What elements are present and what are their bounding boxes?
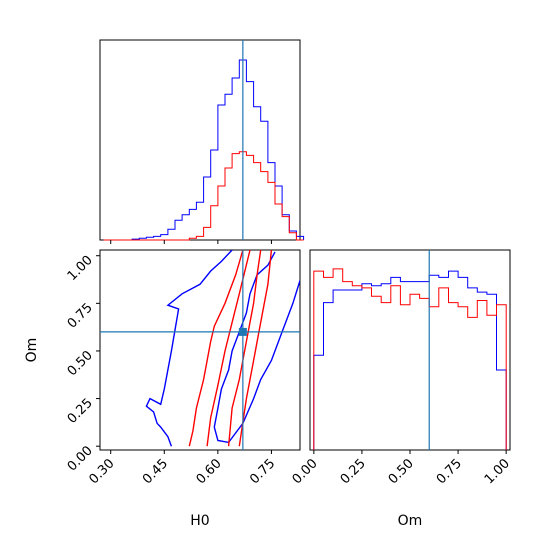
contour-line-1 — [213, 251, 300, 444]
contour-frame — [99, 249, 301, 451]
h0-histogram-panel — [99, 39, 305, 241]
h0-hist-series-0 — [103, 59, 305, 241]
truth-point-marker — [238, 327, 247, 336]
om-hist-series-1 — [313, 268, 507, 450]
h0-axis-title: H0 — [190, 513, 209, 529]
contour-line-0 — [145, 250, 233, 447]
contour-line-4 — [206, 250, 251, 447]
h0-histogram-frame — [99, 39, 301, 241]
om-hist-series-0 — [313, 270, 507, 450]
contour-line-2 — [188, 250, 244, 447]
contour-panel — [99, 249, 301, 451]
h0-hist-series-1 — [103, 151, 304, 241]
om-y-axis-title: Om — [24, 338, 40, 363]
om-x-axis-title: Om — [398, 513, 423, 529]
contour-line-3 — [227, 250, 262, 447]
contour-line-5 — [238, 250, 273, 447]
